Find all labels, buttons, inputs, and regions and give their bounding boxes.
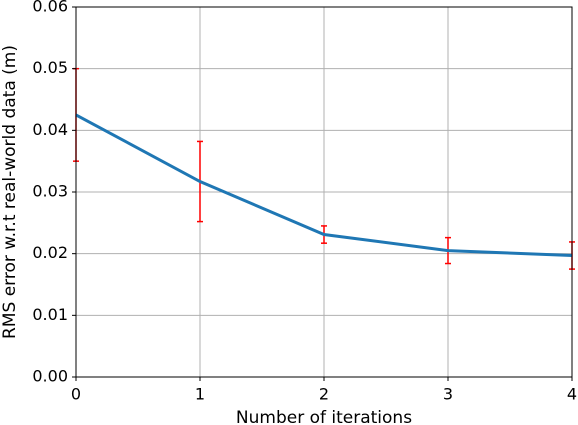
x-tick-label: 4 [567,385,577,404]
y-tick-label: 0.00 [32,367,68,386]
x-tick-label: 1 [195,385,205,404]
x-tick-label: 2 [319,385,329,404]
y-tick-label: 0.01 [32,305,68,324]
x-tick-label: 3 [443,385,453,404]
y-tick-label: 0.04 [32,120,68,139]
x-axis-label: Number of iterations [236,408,412,425]
x-tick-label: 0 [71,385,81,404]
y-axis-label: RMS error w.r.t real-world data (m) [0,45,20,339]
line-series [75,113,573,258]
y-tick-label: 0.03 [32,182,68,201]
y-tick-label: 0.06 [32,0,68,16]
y-tick-label: 0.02 [32,243,68,262]
y-tick-label: 0.05 [32,58,68,77]
